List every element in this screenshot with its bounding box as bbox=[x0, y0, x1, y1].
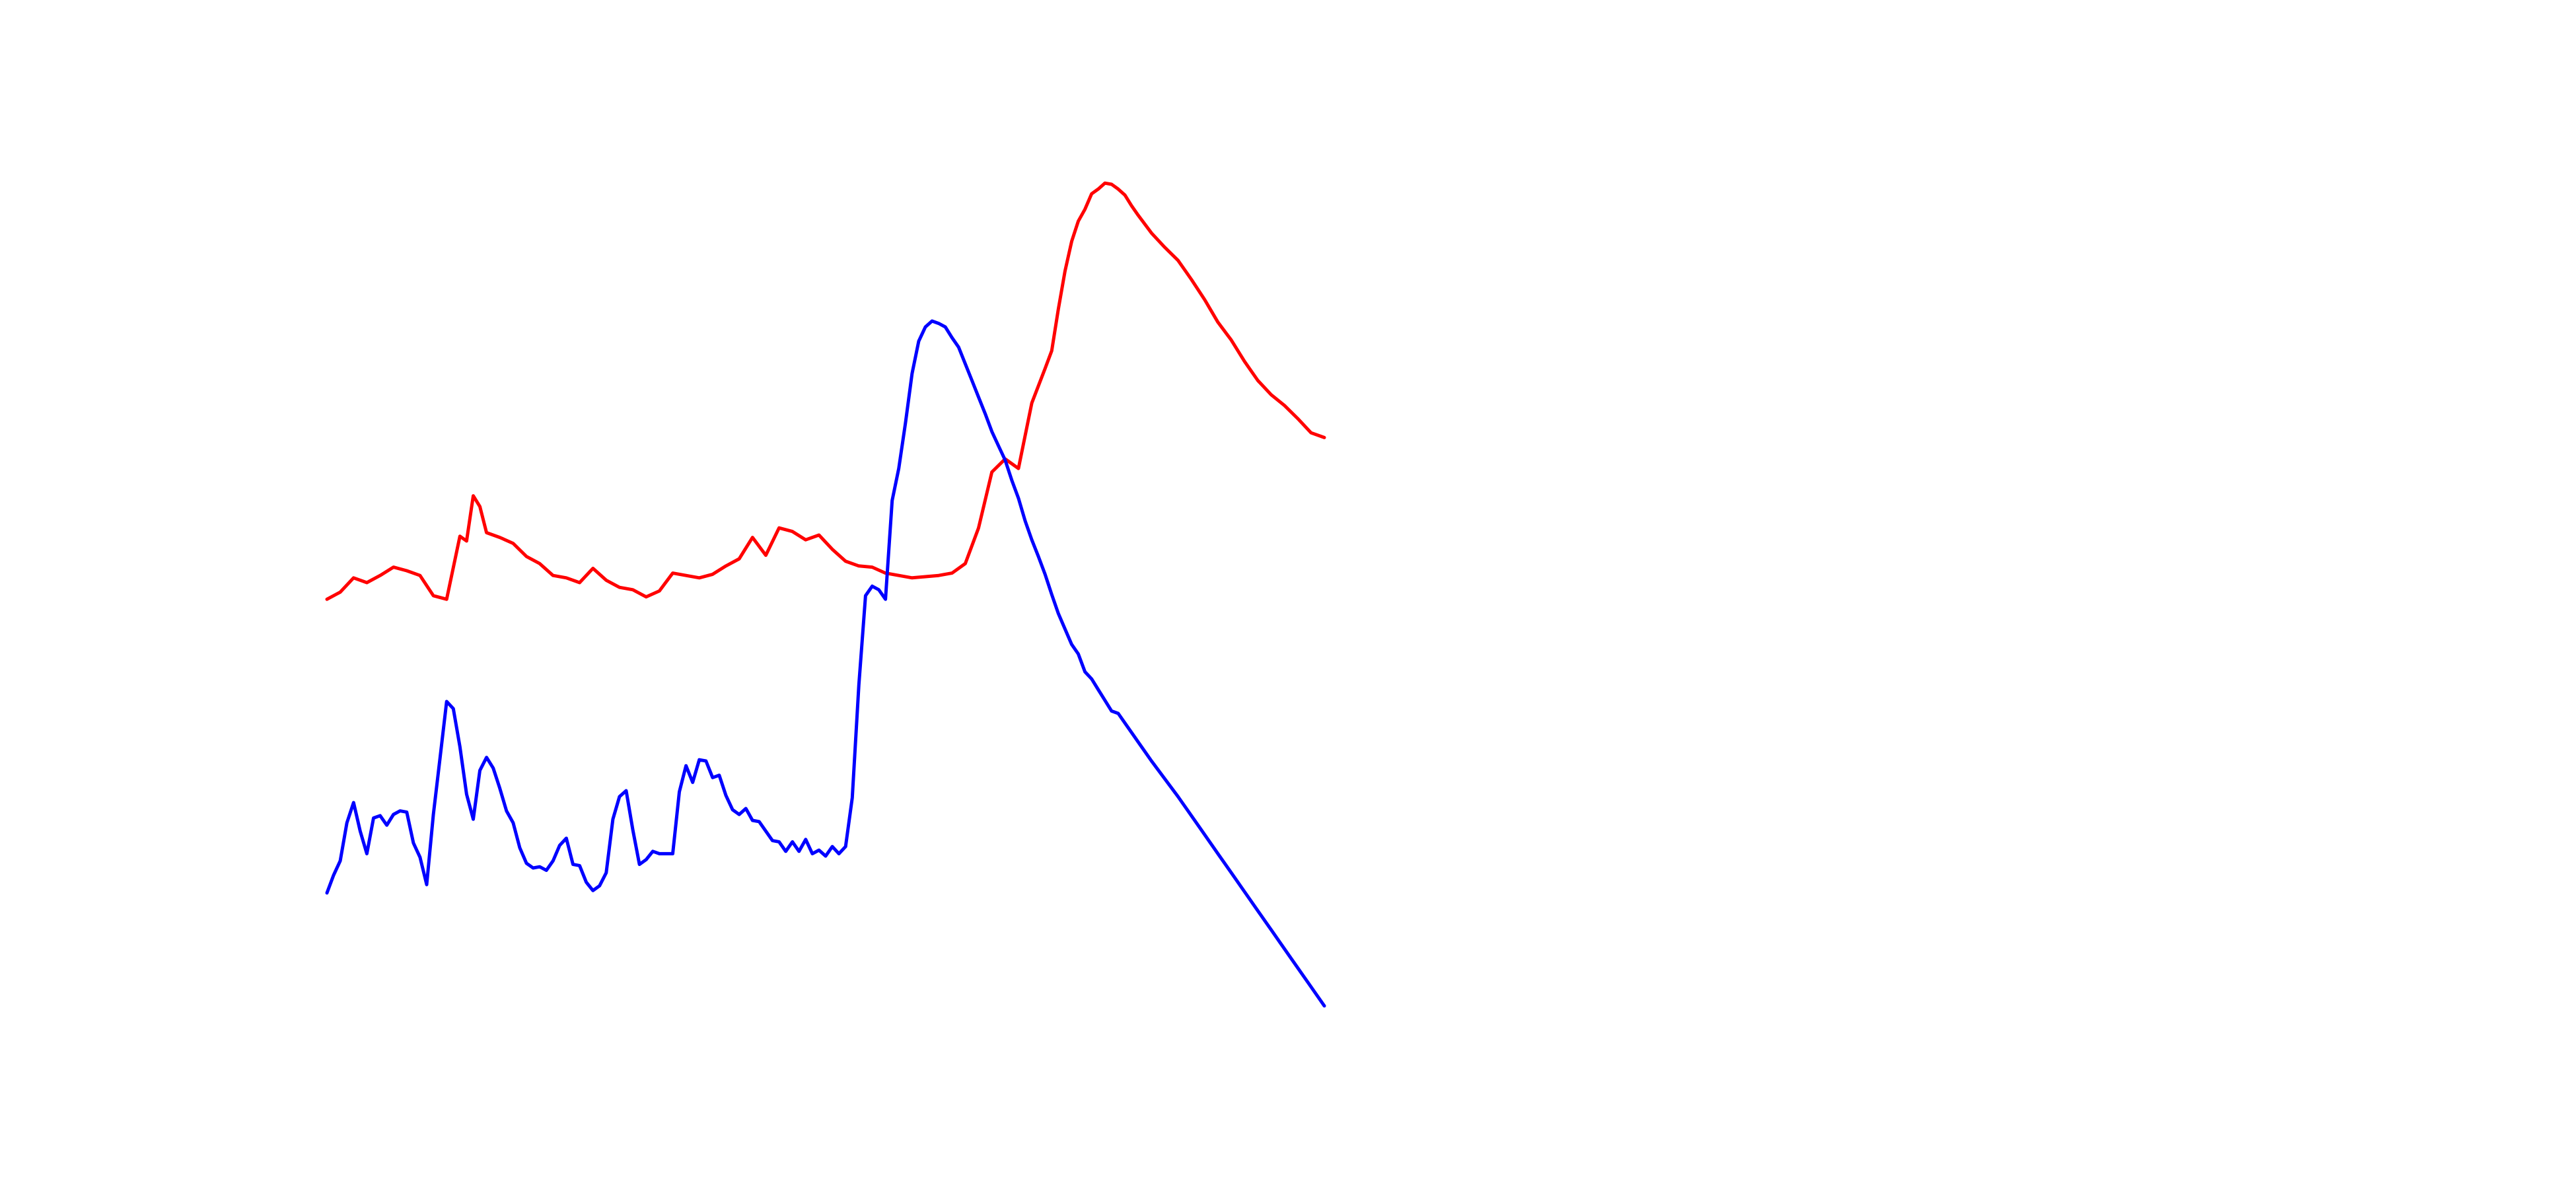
series-line-1 bbox=[325, 319, 1326, 1008]
series-line-0 bbox=[325, 181, 1326, 601]
plot-area bbox=[325, 181, 1326, 1008]
